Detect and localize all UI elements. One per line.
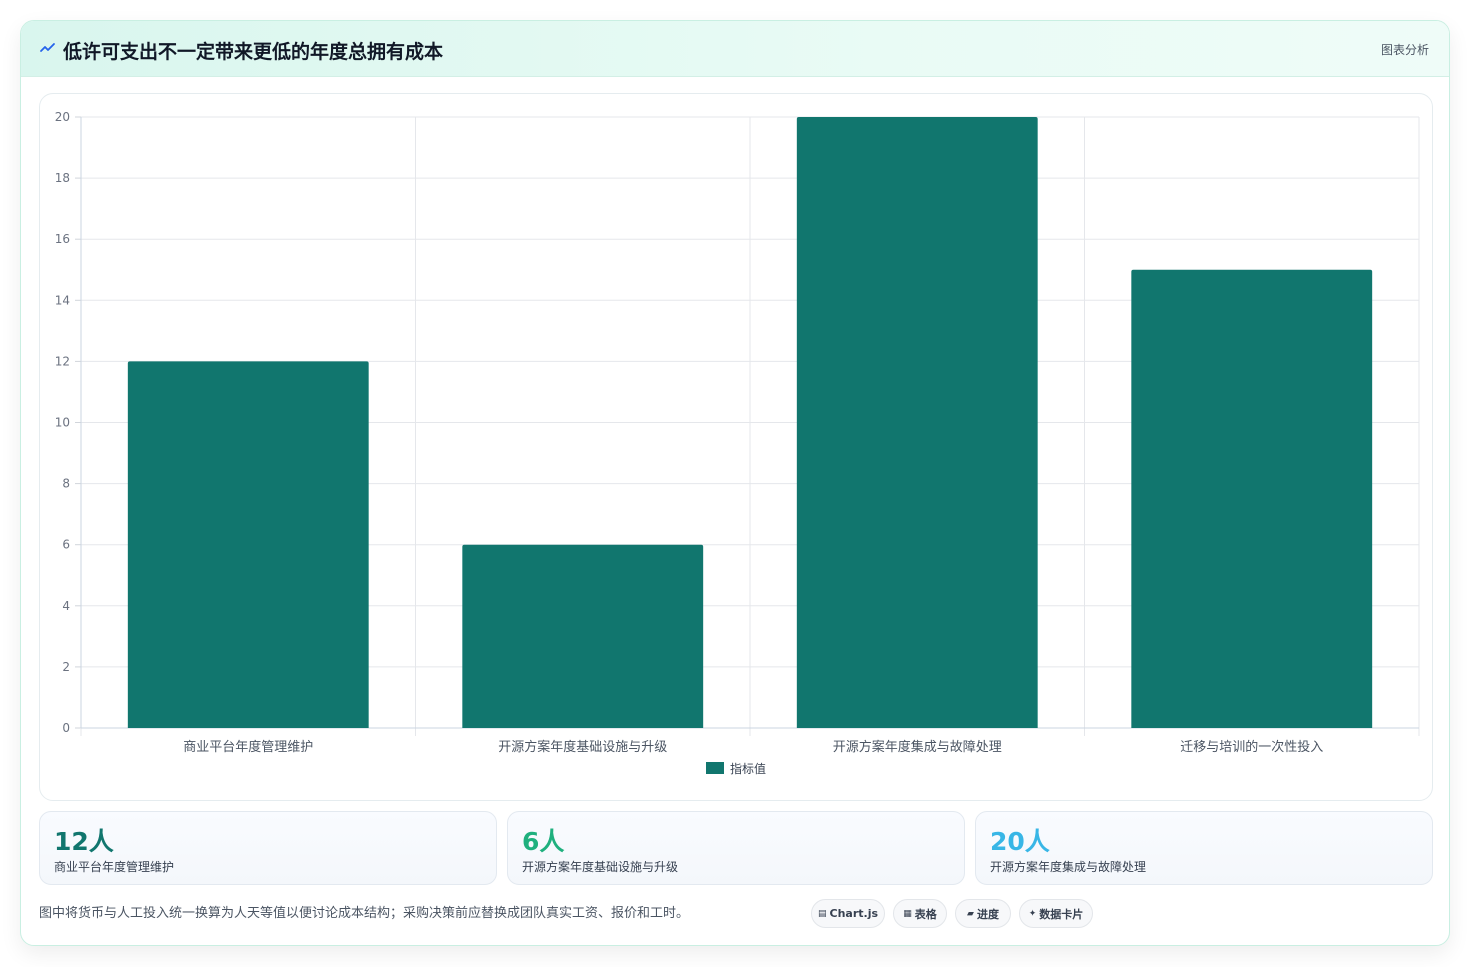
stat-card: 12人 商业平台年度管理维护 bbox=[39, 811, 497, 885]
y-tick-label: 14 bbox=[55, 293, 70, 307]
chip-label: 进度 bbox=[976, 907, 999, 921]
legend-label: 指标值 bbox=[730, 761, 766, 776]
x-tick-label: 商业平台年度管理维护 bbox=[183, 739, 313, 755]
stat-value: 12人 bbox=[54, 827, 114, 856]
chart-title: 低许可支出不一定带来更低的年度总拥有成本 bbox=[63, 41, 444, 63]
x-tick-label: 开源方案年度基础设施与升级 bbox=[498, 739, 667, 755]
y-tick-label: 20 bbox=[55, 110, 70, 124]
table-icon: ▦ bbox=[903, 908, 912, 919]
bar-chart: 0 2 4 6 8 10 12 14 16 18 20 商业平台年度管理维护 开源方案年度基础设施与升级… bbox=[55, 110, 1420, 776]
y-tick-label: 2 bbox=[62, 660, 70, 674]
y-tick-label: 12 bbox=[55, 354, 70, 368]
stat-value: 20人 bbox=[990, 827, 1050, 856]
bar bbox=[796, 117, 1038, 728]
y-tick-label: 0 bbox=[62, 721, 70, 735]
stat-value: 6人 bbox=[522, 827, 565, 856]
y-tick-label: 10 bbox=[55, 416, 70, 430]
bar bbox=[462, 544, 704, 728]
bar bbox=[127, 361, 369, 728]
footnote: 图中将货币与人工投入统一换算为人天等值以便讨论成本结构；采购决策前应替换成团队真… bbox=[39, 906, 690, 921]
chip-progress[interactable]: ▰ 进度 bbox=[955, 899, 1011, 928]
chip-chartjs[interactable]: ▤ Chart.js bbox=[811, 899, 885, 928]
chart-panel: 0 2 4 6 8 10 12 14 16 18 20 商业平台年度管理维护 开源方案年度基础设施与升级… bbox=[39, 93, 1433, 801]
chip-data-card[interactable]: ✦ 数据卡片 bbox=[1019, 899, 1093, 928]
sparkle-icon: ✦ bbox=[1028, 908, 1037, 919]
x-tick-label: 迁移与培训的一次性投入 bbox=[1180, 739, 1323, 755]
stat-card: 6人 开源方案年度基础设施与升级 bbox=[507, 811, 965, 885]
chip-table[interactable]: ▦ 表格 bbox=[893, 899, 947, 928]
y-tick-label: 4 bbox=[62, 599, 70, 613]
stat-label: 开源方案年度基础设施与升级 bbox=[522, 860, 679, 874]
card-header: 低许可支出不一定带来更低的年度总拥有成本 图表分析 bbox=[21, 21, 1449, 77]
chip-label: 表格 bbox=[914, 907, 937, 921]
trend-line-icon bbox=[40, 43, 55, 52]
stat-cards: 12人 商业平台年度管理维护 6人 开源方案年度基础设施与升级 20人 开源方案… bbox=[39, 811, 1433, 886]
y-tick-label: 6 bbox=[62, 538, 70, 552]
stat-label: 开源方案年度集成与故障处理 bbox=[990, 860, 1147, 874]
progress-icon: ▰ bbox=[967, 908, 974, 919]
legend-swatch bbox=[706, 762, 724, 774]
stat-card: 20人 开源方案年度集成与故障处理 bbox=[975, 811, 1433, 885]
y-tick-label: 18 bbox=[55, 171, 70, 185]
chart-card: 低许可支出不一定带来更低的年度总拥有成本 图表分析 0 2 4 6 8 10 12 14 16 1… bbox=[20, 20, 1450, 946]
stat-label: 商业平台年度管理维护 bbox=[54, 860, 175, 874]
chart-icon: ▤ bbox=[817, 908, 827, 919]
analysis-badge: 图表分析 bbox=[1380, 43, 1429, 57]
chip-label: Chart.js bbox=[829, 907, 879, 920]
y-tick-label: 8 bbox=[62, 477, 70, 491]
chip-label: 数据卡片 bbox=[1039, 907, 1084, 921]
y-tick-label: 16 bbox=[55, 232, 70, 246]
x-tick-label: 开源方案年度集成与故障处理 bbox=[833, 739, 1002, 755]
bar bbox=[1131, 269, 1373, 728]
